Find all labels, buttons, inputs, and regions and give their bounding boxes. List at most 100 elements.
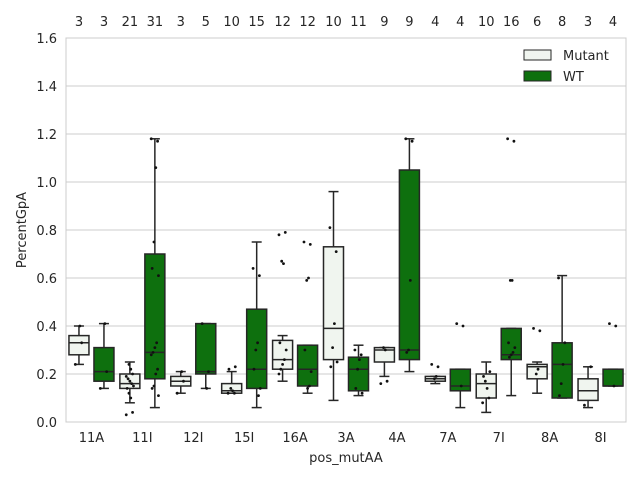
data-point bbox=[126, 377, 130, 381]
data-point bbox=[80, 341, 84, 345]
data-point bbox=[583, 403, 586, 407]
data-point bbox=[379, 382, 383, 385]
box-mutant-11I bbox=[119, 361, 141, 417]
data-point bbox=[436, 365, 440, 369]
count-label: 10 bbox=[325, 15, 342, 30]
data-point bbox=[207, 370, 210, 373]
data-point bbox=[256, 341, 259, 345]
data-point bbox=[557, 276, 560, 280]
data-point bbox=[283, 231, 287, 234]
count-label: 3 bbox=[584, 15, 592, 30]
data-point bbox=[157, 394, 160, 397]
x-tick-label: 16A bbox=[282, 431, 308, 446]
data-point bbox=[149, 137, 153, 141]
legend-swatch-wt bbox=[523, 70, 552, 82]
y-tick-label: 0.6 bbox=[36, 272, 57, 287]
data-point bbox=[331, 346, 334, 349]
data-point bbox=[308, 243, 312, 246]
count-label: 5 bbox=[202, 15, 210, 30]
data-point bbox=[105, 370, 109, 373]
data-point bbox=[282, 262, 285, 265]
data-point bbox=[227, 367, 231, 371]
data-point bbox=[205, 387, 209, 390]
count-labels: 3 21 3 10 12 10 9 4 10 6 3 3 31 5 15 12 11 9 4 16 8 4 bbox=[75, 15, 617, 30]
data-point bbox=[302, 240, 306, 244]
box-iqr bbox=[500, 327, 522, 361]
data-point bbox=[149, 353, 153, 357]
data-point bbox=[154, 166, 158, 170]
count-label: 4 bbox=[431, 15, 439, 30]
data-point bbox=[155, 341, 159, 345]
box-mutant-8A bbox=[526, 327, 548, 394]
data-point bbox=[359, 353, 363, 357]
box-iqr bbox=[245, 308, 268, 390]
box-iqr bbox=[68, 334, 90, 356]
box-iqr bbox=[551, 342, 573, 399]
data-point bbox=[280, 259, 284, 263]
data-point bbox=[614, 324, 618, 328]
box-mutant-8I bbox=[577, 365, 599, 409]
legend-swatch-mutant bbox=[523, 49, 552, 61]
count-label: 4 bbox=[609, 15, 617, 30]
data-point bbox=[150, 387, 154, 390]
count-label: 9 bbox=[380, 15, 388, 30]
legend-label-wt: WT bbox=[563, 70, 584, 85]
data-point bbox=[430, 363, 434, 366]
data-point bbox=[254, 348, 258, 352]
data-point bbox=[229, 387, 233, 390]
count-label: 12 bbox=[299, 15, 316, 30]
x-tick-label: 11A bbox=[79, 431, 105, 446]
data-point bbox=[130, 382, 134, 385]
count-label: 21 bbox=[122, 15, 139, 30]
data-point bbox=[513, 346, 517, 349]
x-tick-label: 7A bbox=[439, 431, 456, 446]
data-point bbox=[608, 322, 611, 325]
data-point bbox=[150, 267, 154, 270]
box-iqr bbox=[475, 373, 497, 399]
data-point bbox=[508, 355, 511, 359]
count-label: 8 bbox=[558, 15, 566, 30]
data-point bbox=[131, 372, 134, 376]
box-wt-7A bbox=[449, 322, 472, 409]
data-point bbox=[536, 367, 540, 371]
data-point bbox=[98, 387, 102, 390]
count-label: 31 bbox=[147, 15, 164, 30]
data-point bbox=[488, 370, 492, 373]
data-point bbox=[73, 363, 77, 366]
box-iqr bbox=[398, 169, 421, 361]
box-iqr bbox=[577, 378, 599, 402]
data-point bbox=[356, 367, 359, 371]
data-point bbox=[151, 351, 155, 354]
box-iqr bbox=[93, 346, 115, 382]
box-wt-11A bbox=[93, 322, 115, 390]
data-point bbox=[156, 367, 159, 371]
data-point bbox=[303, 348, 307, 352]
data-point bbox=[335, 360, 339, 364]
x-tick-label: 15I bbox=[234, 431, 254, 446]
data-point bbox=[506, 137, 510, 141]
box-iqr bbox=[347, 356, 370, 392]
box-series bbox=[68, 137, 624, 417]
x-tick-label: 11I bbox=[132, 431, 152, 446]
box-mutant-7A bbox=[424, 363, 447, 385]
data-point bbox=[410, 139, 414, 143]
count-label: 6 bbox=[533, 15, 541, 30]
data-point bbox=[309, 370, 313, 373]
data-point bbox=[385, 379, 389, 383]
data-point bbox=[563, 341, 567, 345]
box-wt-3A bbox=[347, 344, 370, 397]
count-label: 10 bbox=[223, 15, 240, 30]
data-point bbox=[279, 367, 283, 371]
data-point bbox=[404, 137, 408, 141]
data-point bbox=[360, 391, 364, 395]
data-point bbox=[251, 267, 255, 270]
data-point bbox=[154, 372, 158, 376]
data-point bbox=[459, 384, 463, 388]
data-point bbox=[128, 379, 132, 383]
data-point bbox=[200, 322, 204, 325]
y-tick-label: 0.0 bbox=[36, 416, 57, 431]
box-wt-12I bbox=[195, 322, 217, 390]
data-point bbox=[127, 363, 131, 366]
data-point bbox=[258, 387, 262, 390]
data-point bbox=[333, 322, 336, 325]
